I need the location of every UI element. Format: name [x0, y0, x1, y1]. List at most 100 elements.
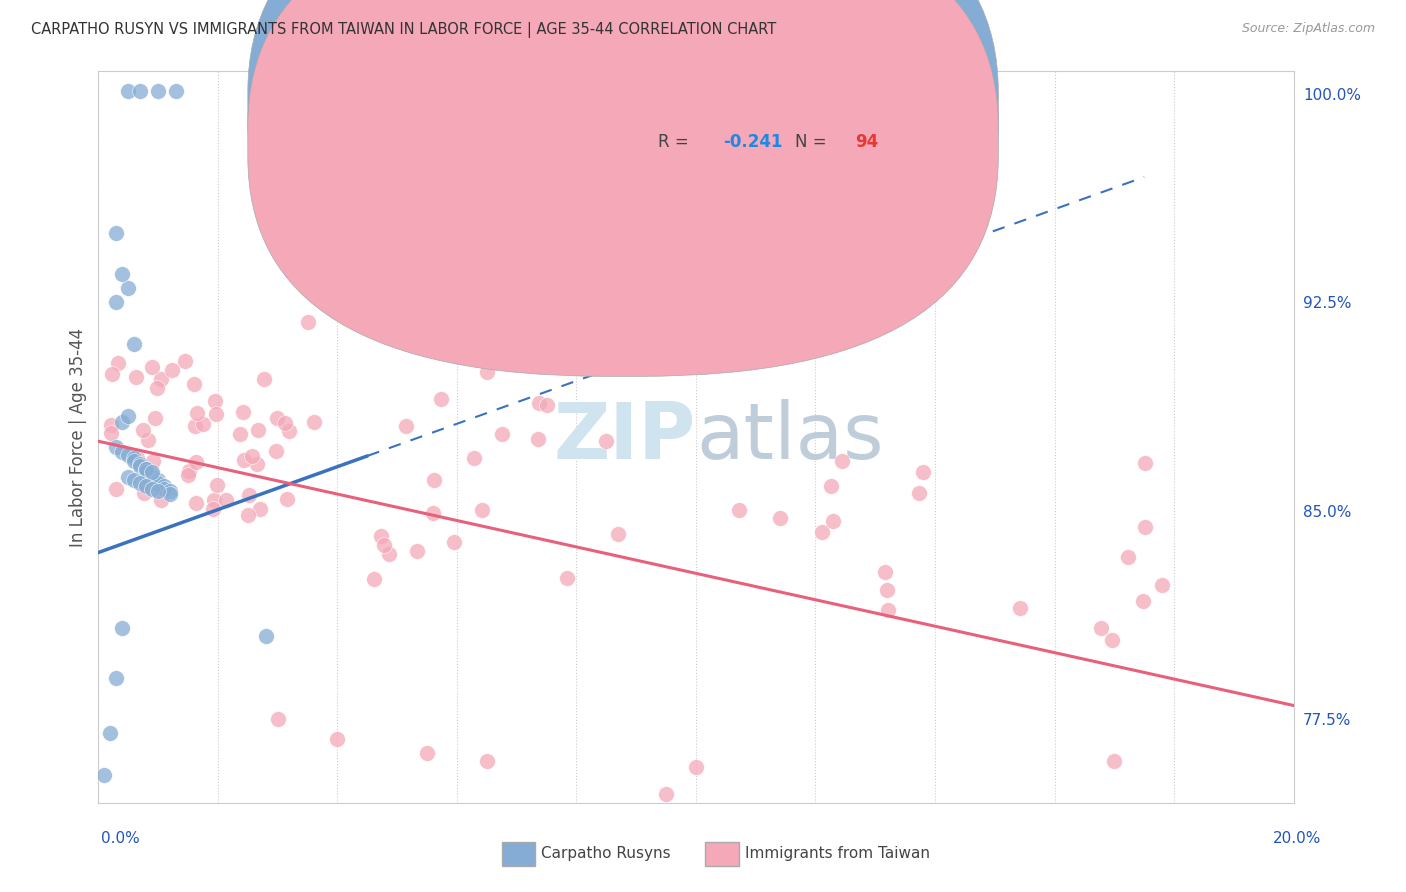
- Text: -0.241: -0.241: [724, 133, 783, 151]
- Point: [406, 544, 429, 558]
- Point: [186, 496, 208, 510]
- Text: Carpatho Rusyns: Carpatho Rusyns: [541, 847, 671, 861]
- Point: [912, 465, 935, 479]
- Point: [107, 356, 129, 370]
- Point: [984, 838, 1007, 852]
- Text: ZIP: ZIP: [554, 399, 696, 475]
- Text: 94: 94: [855, 133, 879, 151]
- Point: [811, 525, 834, 540]
- Point: [264, 444, 287, 458]
- Point: [129, 84, 152, 98]
- Point: [136, 433, 159, 447]
- Point: [326, 731, 349, 746]
- Text: Immigrants from Taiwan: Immigrants from Taiwan: [745, 847, 931, 861]
- Point: [373, 538, 395, 552]
- Point: [117, 281, 139, 295]
- Point: [117, 470, 139, 484]
- Point: [491, 426, 513, 441]
- Point: [215, 493, 238, 508]
- Point: [527, 432, 550, 446]
- Point: [173, 354, 195, 368]
- Point: [463, 450, 485, 465]
- Point: [150, 492, 173, 507]
- Point: [1104, 754, 1126, 768]
- Point: [148, 484, 170, 499]
- Point: [159, 487, 181, 501]
- FancyBboxPatch shape: [247, 0, 998, 376]
- Point: [111, 621, 134, 635]
- Point: [149, 372, 172, 386]
- Point: [394, 418, 416, 433]
- Point: [98, 726, 122, 740]
- Point: [229, 427, 252, 442]
- Point: [129, 475, 152, 490]
- Point: [1010, 601, 1032, 615]
- Point: [111, 415, 134, 429]
- Point: [276, 491, 298, 506]
- Point: [131, 423, 153, 437]
- Point: [135, 465, 157, 479]
- Point: [471, 502, 494, 516]
- Point: [160, 363, 183, 377]
- Text: R =: R =: [658, 133, 689, 151]
- Point: [475, 365, 498, 379]
- Point: [266, 411, 288, 425]
- Point: [1101, 632, 1123, 647]
- Point: [555, 570, 578, 584]
- Point: [238, 487, 260, 501]
- Point: [105, 226, 128, 240]
- Point: [159, 484, 181, 499]
- Text: N =: N =: [796, 133, 827, 151]
- Point: [207, 477, 229, 491]
- Text: CARPATHO RUSYN VS IMMIGRANTS FROM TAIWAN IN LABOR FORCE | AGE 35-44 CORRELATION : CARPATHO RUSYN VS IMMIGRANTS FROM TAIWAN…: [31, 22, 776, 38]
- Point: [430, 392, 453, 406]
- Point: [769, 511, 792, 525]
- Point: [101, 367, 124, 381]
- Point: [1132, 594, 1154, 608]
- Point: [143, 410, 166, 425]
- Point: [146, 381, 169, 395]
- Point: [135, 462, 157, 476]
- Point: [153, 479, 176, 493]
- Point: [111, 445, 134, 459]
- Point: [177, 464, 200, 478]
- Point: [240, 449, 263, 463]
- Point: [124, 450, 146, 465]
- Point: [831, 453, 853, 467]
- Point: [1133, 456, 1156, 470]
- Point: [820, 479, 842, 493]
- Point: [876, 603, 898, 617]
- Point: [536, 398, 558, 412]
- Point: [595, 434, 617, 449]
- Point: [184, 419, 207, 434]
- Point: [141, 467, 163, 482]
- Point: [422, 506, 444, 520]
- Point: [370, 529, 392, 543]
- Point: [105, 295, 128, 310]
- Point: [529, 396, 551, 410]
- Point: [135, 479, 157, 493]
- Text: 0.264: 0.264: [724, 98, 776, 116]
- Point: [148, 84, 170, 98]
- Point: [204, 407, 226, 421]
- Point: [135, 477, 157, 491]
- Point: [117, 84, 139, 98]
- Point: [1116, 549, 1139, 564]
- Point: [655, 788, 678, 802]
- Point: [117, 409, 139, 424]
- Point: [254, 629, 277, 643]
- Point: [184, 455, 207, 469]
- Point: [129, 459, 152, 474]
- Point: [100, 417, 122, 432]
- Point: [304, 415, 326, 429]
- Point: [1135, 520, 1157, 534]
- Point: [105, 440, 128, 454]
- Point: [117, 448, 139, 462]
- Point: [232, 453, 254, 467]
- Point: [127, 450, 149, 465]
- Point: [246, 423, 269, 437]
- Point: [823, 515, 845, 529]
- Point: [111, 268, 134, 282]
- Point: [141, 470, 163, 484]
- Point: [191, 417, 214, 431]
